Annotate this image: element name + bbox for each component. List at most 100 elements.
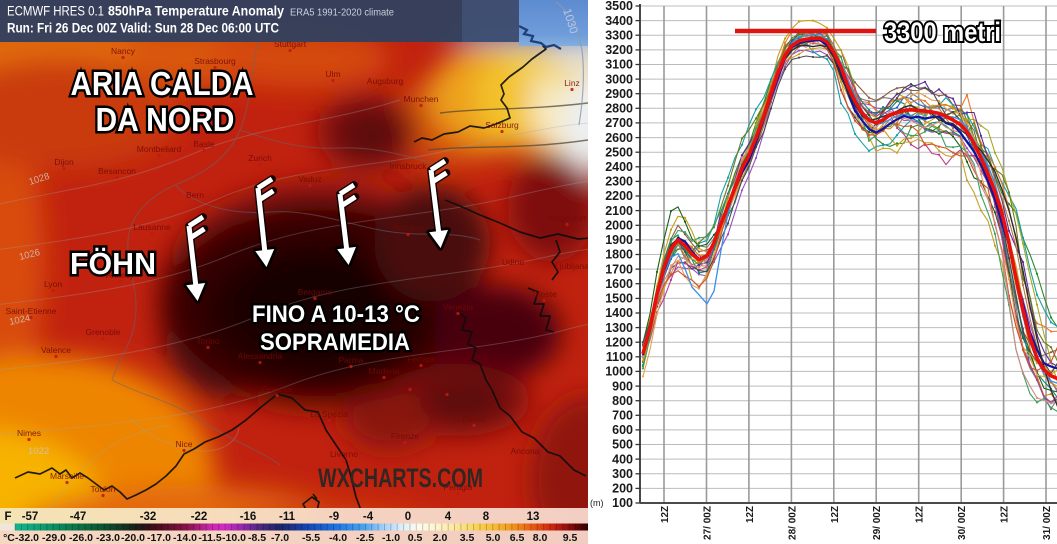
- svg-text:31/ 00Z: 31/ 00Z: [1041, 505, 1053, 540]
- svg-text:28/ 00Z: 28/ 00Z: [786, 505, 798, 540]
- svg-text:DA NORD: DA NORD: [96, 101, 235, 138]
- svg-text:1100: 1100: [606, 350, 633, 364]
- svg-text:Run: Fri 26 Dec 00Z Valid: Sun: Run: Fri 26 Dec 00Z Valid: Sun 28 Dec 06…: [7, 21, 279, 36]
- svg-text:12Z: 12Z: [659, 505, 671, 523]
- svg-text:3200: 3200: [605, 43, 633, 57]
- svg-text:-47: -47: [70, 511, 87, 523]
- svg-text:Basle: Basle: [193, 139, 215, 149]
- svg-text:Toulon: Toulon: [90, 484, 115, 494]
- svg-text:0.5: 0.5: [408, 532, 423, 544]
- svg-text:2000: 2000: [605, 219, 633, 233]
- svg-text:-32.0: -32.0: [15, 532, 39, 544]
- svg-text:3300: 3300: [605, 28, 633, 42]
- svg-text:Grenoble: Grenoble: [86, 327, 121, 337]
- svg-text:ARIA CALDA: ARIA CALDA: [71, 65, 254, 102]
- svg-text:Bolzano: Bolzano: [393, 223, 424, 233]
- svg-text:Ljubljana: Ljubljana: [555, 261, 588, 271]
- svg-text:Augsburg: Augsburg: [367, 76, 404, 86]
- svg-text:Ferrara: Ferrara: [407, 354, 435, 364]
- svg-text:300: 300: [612, 467, 633, 481]
- svg-text:-9: -9: [329, 511, 339, 523]
- svg-text:Valence: Valence: [41, 345, 71, 355]
- svg-text:700: 700: [612, 409, 633, 423]
- svg-text:Modena: Modena: [369, 366, 400, 376]
- svg-text:Firenze: Firenze: [391, 431, 420, 441]
- svg-text:27/ 00Z: 27/ 00Z: [702, 505, 714, 540]
- svg-text:1700: 1700: [605, 262, 633, 276]
- svg-text:1024: 1024: [8, 313, 31, 328]
- svg-text:-16: -16: [240, 511, 257, 523]
- svg-text:500: 500: [612, 438, 633, 452]
- svg-text:9.5: 9.5: [563, 532, 578, 544]
- svg-text:Lausanne: Lausanne: [133, 222, 171, 232]
- svg-text:Venezia: Venezia: [443, 302, 474, 312]
- svg-text:600: 600: [612, 423, 633, 437]
- svg-text:°C: °C: [3, 532, 15, 544]
- svg-text:FÖHN: FÖHN: [70, 246, 156, 281]
- svg-text:1500: 1500: [605, 292, 633, 306]
- svg-text:-4.0: -4.0: [329, 532, 347, 544]
- svg-text:2800: 2800: [605, 102, 633, 116]
- svg-text:Torino: Torino: [196, 336, 219, 346]
- svg-text:-11.5: -11.5: [198, 532, 222, 544]
- svg-text:3500: 3500: [605, 0, 633, 13]
- svg-text:3000: 3000: [605, 72, 633, 86]
- svg-text:-4: -4: [363, 511, 374, 523]
- svg-text:-26.0: -26.0: [69, 532, 93, 544]
- svg-text:850hPa Temperature Anomaly: 850hPa Temperature Anomaly: [108, 4, 284, 19]
- svg-text:Nice: Nice: [175, 439, 192, 449]
- svg-text:-10.0: -10.0: [222, 532, 246, 544]
- svg-text:12Z: 12Z: [829, 505, 841, 523]
- svg-text:29/ 00Z: 29/ 00Z: [871, 505, 883, 540]
- svg-text:Bergamo: Bergamo: [298, 287, 333, 297]
- svg-text:400: 400: [612, 452, 633, 466]
- svg-text:6.5: 6.5: [510, 532, 525, 544]
- svg-text:Vaduz: Vaduz: [298, 174, 321, 184]
- svg-text:Zurich: Zurich: [248, 153, 272, 163]
- svg-text:(m): (m): [590, 498, 604, 508]
- svg-text:ECMWF HRES 0.1: ECMWF HRES 0.1: [7, 4, 104, 19]
- svg-text:Innsbruck: Innsbruck: [390, 161, 428, 171]
- svg-text:-7.0: -7.0: [271, 532, 289, 544]
- svg-text:1900: 1900: [605, 233, 633, 247]
- svg-text:Genova: Genova: [262, 384, 292, 394]
- svg-text:Annecy: Annecy: [106, 270, 135, 280]
- svg-text:Bologna: Bologna: [394, 378, 425, 388]
- svg-text:2100: 2100: [605, 204, 633, 218]
- svg-text:-11: -11: [279, 511, 296, 523]
- svg-text:Montbeliard: Montbeliard: [137, 144, 182, 154]
- svg-text:8: 8: [483, 511, 490, 523]
- svg-text:-57: -57: [22, 511, 39, 523]
- svg-text:-23.0: -23.0: [96, 532, 120, 544]
- svg-text:-20.0: -20.0: [121, 532, 145, 544]
- svg-text:Saint-Etienne: Saint-Etienne: [5, 306, 56, 316]
- svg-text:1200: 1200: [605, 335, 633, 349]
- svg-text:800: 800: [612, 394, 633, 408]
- svg-text:-8.5: -8.5: [248, 532, 266, 544]
- svg-text:Alessandria: Alessandria: [238, 351, 283, 361]
- svg-text:Parma: Parma: [338, 355, 363, 365]
- svg-text:2.0: 2.0: [433, 532, 448, 544]
- svg-text:Udine: Udine: [502, 257, 524, 267]
- svg-text:Livorno: Livorno: [330, 449, 358, 459]
- svg-text:900: 900: [612, 379, 633, 393]
- svg-text:1000: 1000: [605, 365, 633, 379]
- svg-text:Marseille: Marseille: [50, 471, 84, 481]
- svg-text:ERA5 1991-2020 climate: ERA5 1991-2020 climate: [290, 7, 394, 19]
- svg-text:Ravenna: Ravenna: [430, 383, 464, 393]
- svg-text:1022: 1022: [28, 446, 49, 457]
- svg-text:Salzburg: Salzburg: [485, 120, 519, 130]
- svg-text:La Spezia: La Spezia: [310, 409, 348, 419]
- svg-text:Munchen: Munchen: [404, 94, 439, 104]
- svg-text:3300 metri: 3300 metri: [884, 17, 1001, 47]
- svg-text:Besancon: Besancon: [98, 166, 136, 176]
- svg-text:2700: 2700: [605, 116, 633, 130]
- svg-text:Bern: Bern: [186, 190, 204, 200]
- svg-text:-17.0: -17.0: [147, 532, 171, 544]
- svg-text:1800: 1800: [605, 248, 633, 262]
- svg-text:Stuttgart: Stuttgart: [274, 39, 307, 49]
- svg-text:1026: 1026: [18, 247, 41, 263]
- svg-text:Rimini: Rimini: [462, 414, 486, 424]
- svg-text:2900: 2900: [605, 87, 633, 101]
- svg-text:200: 200: [612, 482, 633, 496]
